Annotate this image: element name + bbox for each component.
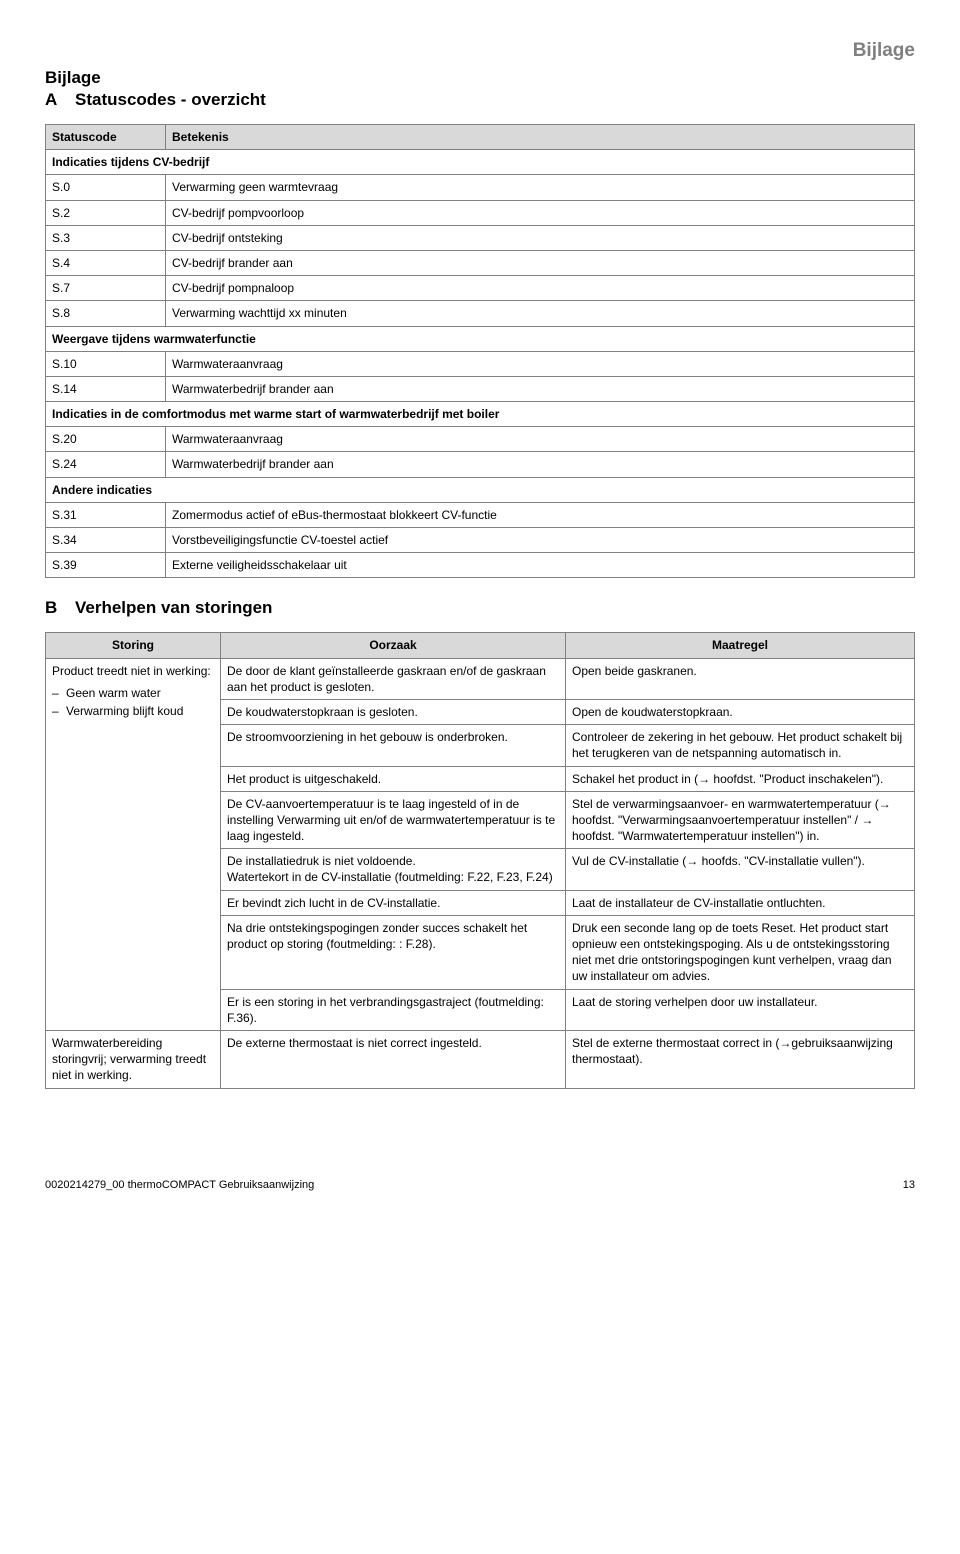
table-row: Product treedt niet in werking: Geen war…: [46, 658, 915, 699]
table-row: S.3CV-bedrijf ontsteking: [46, 225, 915, 250]
table-row: S.0Verwarming geen warmtevraag: [46, 175, 915, 200]
heading-section-a: AStatuscodes - overzicht: [45, 90, 915, 110]
section-a-title: Statuscodes - overzicht: [75, 90, 266, 109]
table-row: S.14Warmwaterbedrijf brander aan: [46, 376, 915, 401]
heading-section-b: BVerhelpen van storingen: [45, 598, 915, 618]
col-maatregel: Maatregel: [566, 633, 915, 658]
maatregel-cell: Open beide gaskranen.: [566, 658, 915, 699]
table-row: S.34Vorstbeveiligingsfunctie CV-toestel …: [46, 528, 915, 553]
storing-cell: Product treedt niet in werking: Geen war…: [46, 658, 221, 1030]
group-header: Indicaties tijdens CV-bedrijf: [46, 150, 915, 175]
list-item: Verwarming blijft koud: [52, 703, 214, 719]
storing-intro: Product treedt niet in werking:: [52, 663, 214, 679]
storing-cell: Warmwaterbereiding storingvrij; verwarmi…: [46, 1030, 221, 1088]
table-row: Warmwaterbereiding storingvrij; verwarmi…: [46, 1030, 915, 1088]
list-item: Geen warm water: [52, 685, 214, 701]
table-row: S.31Zomermodus actief of eBus-thermostaa…: [46, 502, 915, 527]
section-b-title: Verhelpen van storingen: [75, 598, 272, 617]
troubleshooting-table: Storing Oorzaak Maatregel Product treedt…: [45, 632, 915, 1088]
table-row: S.24Warmwaterbedrijf brander aan: [46, 452, 915, 477]
group-header: Indicaties in de comfortmodus met warme …: [46, 402, 915, 427]
table-row: S.39Externe veiligheidsschakelaar uit: [46, 553, 915, 578]
table-row: S.10Warmwateraanvraag: [46, 351, 915, 376]
group-header: Weergave tijdens warmwaterfunctie: [46, 326, 915, 351]
table-row: S.2CV-bedrijf pompvoorloop: [46, 200, 915, 225]
statuscodes-table: Statuscode Betekenis Indicaties tijdens …: [45, 124, 915, 578]
section-b-letter: B: [45, 598, 75, 618]
group-header: Andere indicaties: [46, 477, 915, 502]
maatregel-cell: Stel de externe thermostaat correct in (…: [566, 1030, 915, 1088]
col-storing: Storing: [46, 633, 221, 658]
footer-right: 13: [903, 1179, 915, 1191]
oorzaak-cell: De externe thermostaat is niet correct i…: [221, 1030, 566, 1088]
section-a-letter: A: [45, 90, 75, 110]
table-row: S.7CV-bedrijf pompnaloop: [46, 276, 915, 301]
heading-bijlage: Bijlage: [45, 68, 915, 88]
col-oorzaak: Oorzaak: [221, 633, 566, 658]
col-statuscode: Statuscode: [46, 125, 166, 150]
table-row: S.20Warmwateraanvraag: [46, 427, 915, 452]
table-row: S.8Verwarming wachttijd xx minuten: [46, 301, 915, 326]
page-footer: 0020214279_00 thermoCOMPACT Gebruiksaanw…: [45, 1179, 915, 1191]
oorzaak-cell: De door de klant geïnstalleerde gaskraan…: [221, 658, 566, 699]
table-row: S.4CV-bedrijf brander aan: [46, 250, 915, 275]
footer-left: 0020214279_00 thermoCOMPACT Gebruiksaanw…: [45, 1179, 314, 1191]
storing-list: Geen warm water Verwarming blijft koud: [52, 685, 214, 719]
col-betekenis: Betekenis: [166, 125, 915, 150]
page-header-right: Bijlage: [45, 40, 915, 62]
